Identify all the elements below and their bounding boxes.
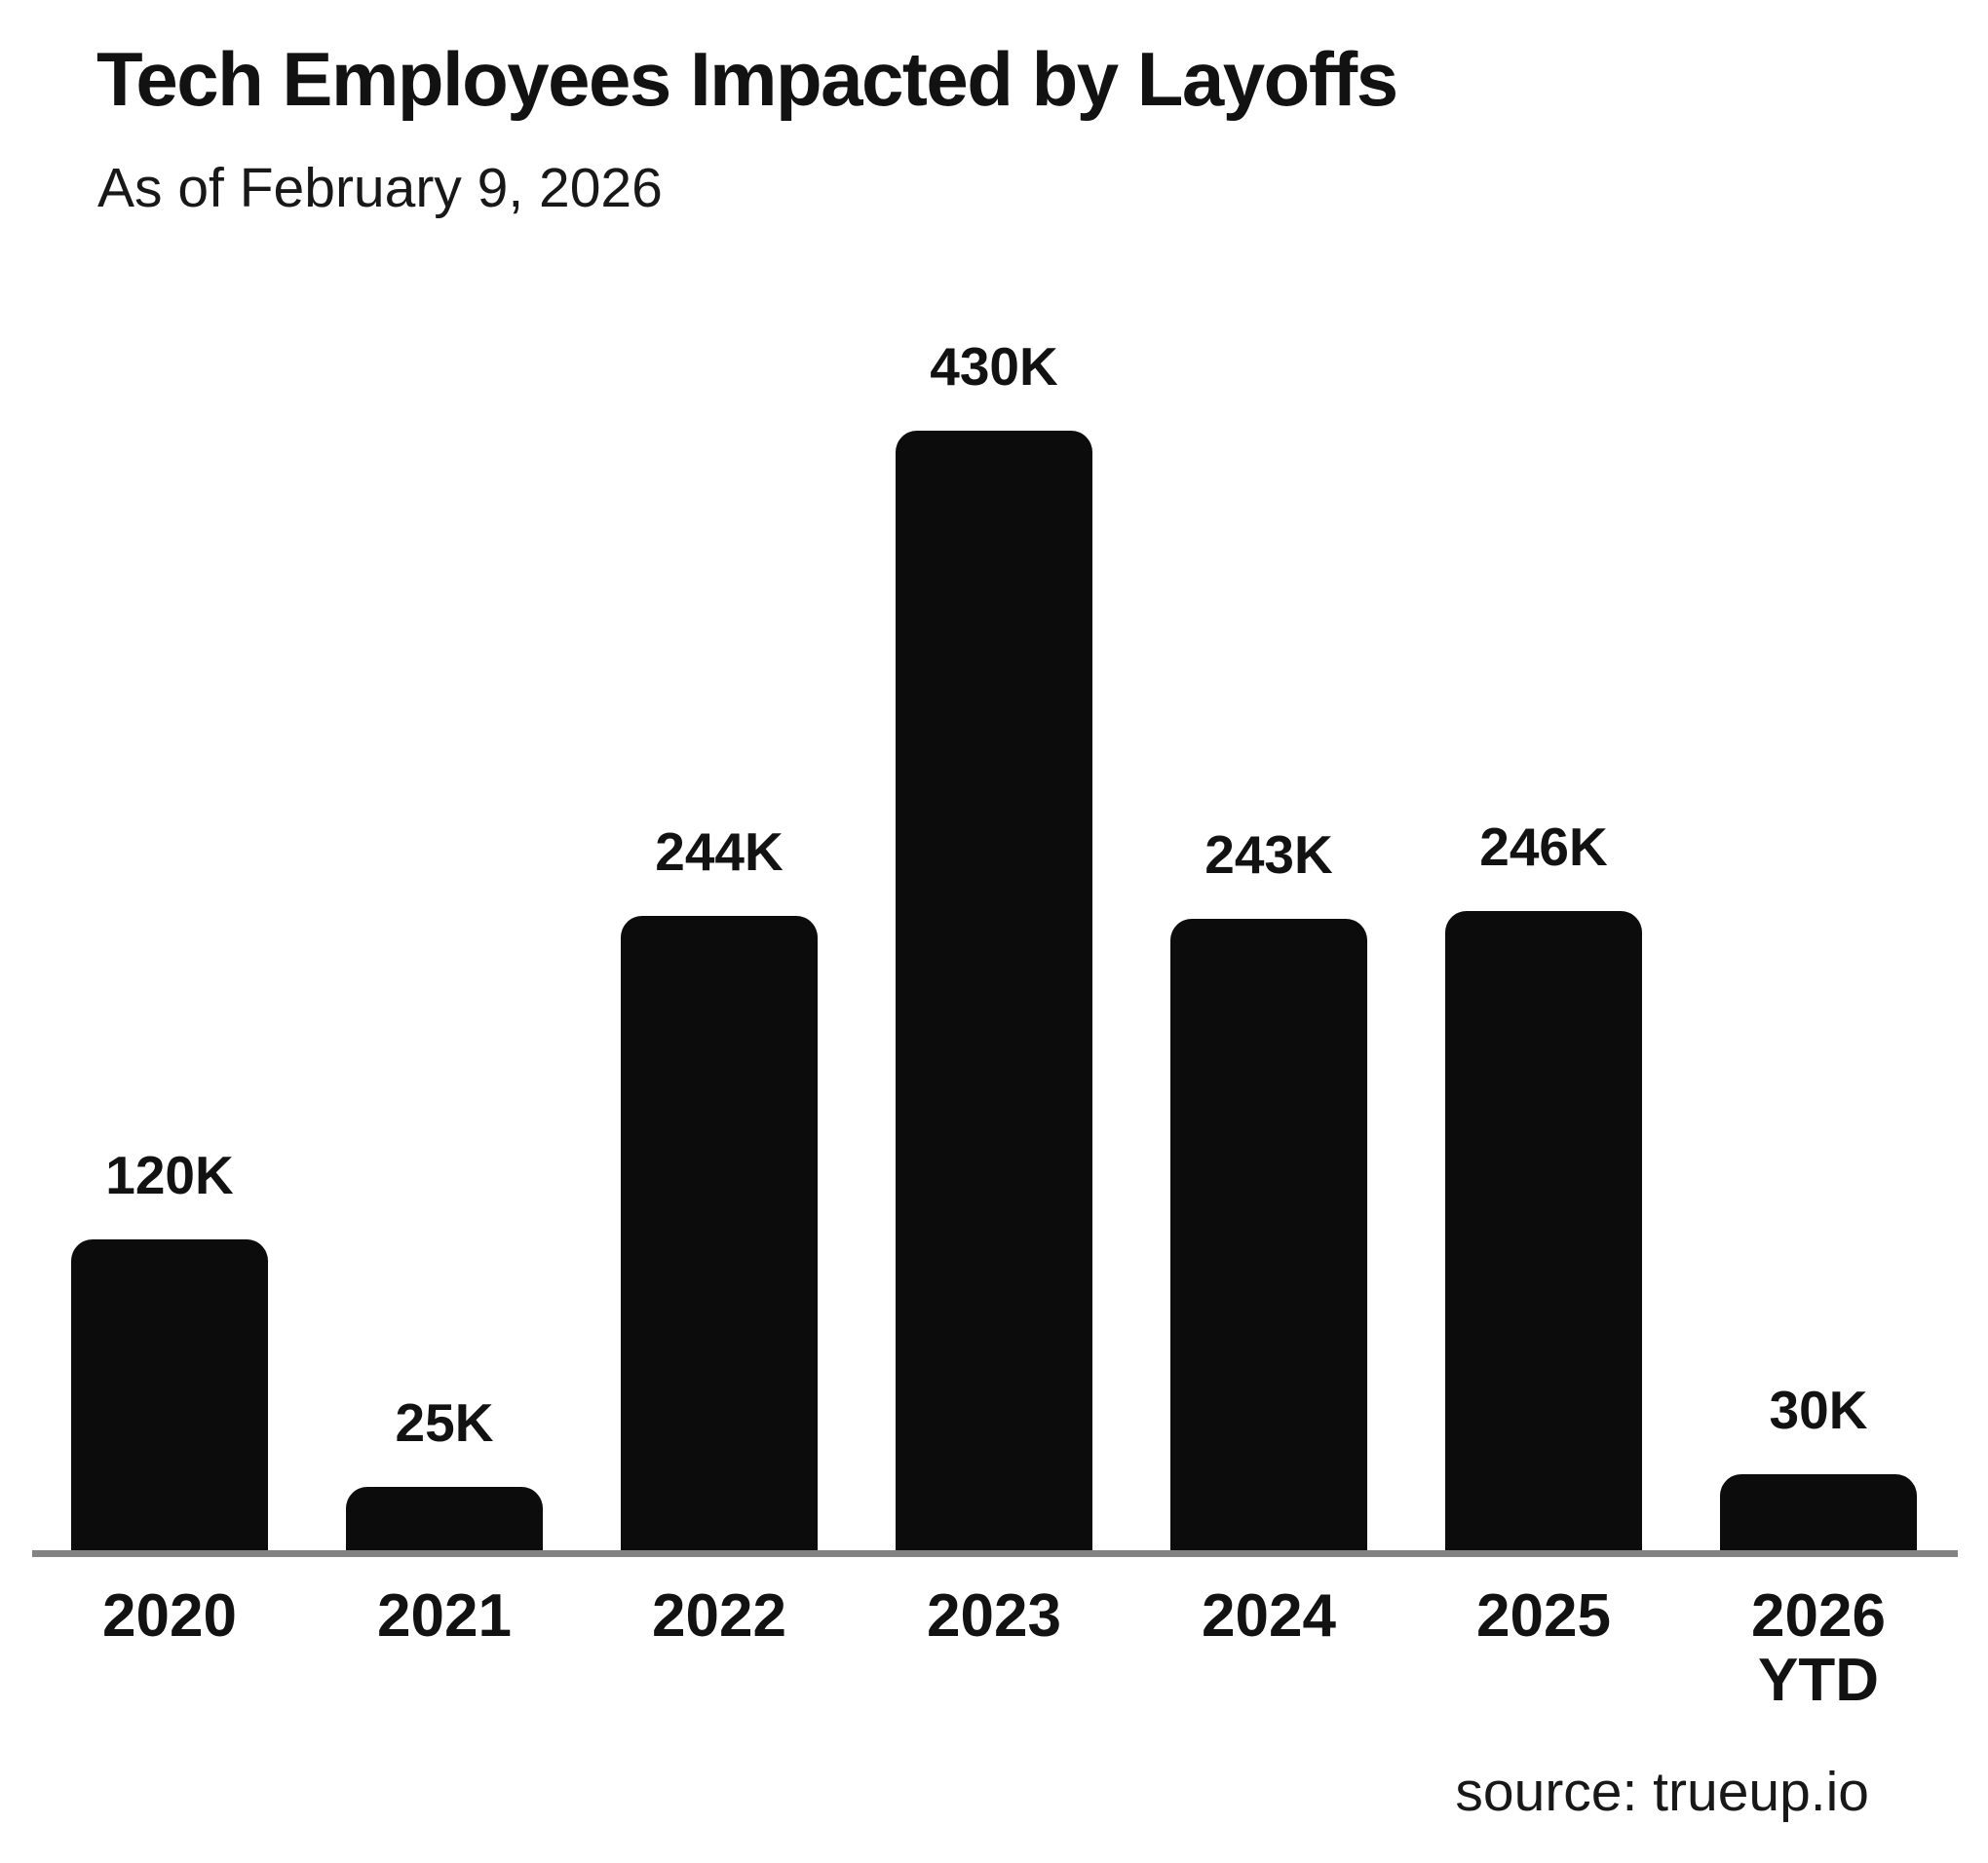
bar-value-label: 120K: [105, 1145, 234, 1205]
x-tick-label: 2023: [927, 1582, 1061, 1650]
chart-title: Tech Employees Impacted by Layoffs: [96, 36, 1398, 122]
x-tick-label: 2021: [377, 1582, 512, 1650]
bar-2021: [346, 1487, 543, 1552]
bar-column-2021: 25K: [307, 0, 582, 1552]
bar-column-2025: 246K: [1406, 0, 1681, 1552]
x-tick-label: 2022: [652, 1582, 786, 1650]
bar-plot-area: 120K 25K 244K 430K 243K 246K 30K: [32, 0, 1956, 1552]
bar-value-label: 246K: [1479, 817, 1608, 877]
source-credit: source: trueup.io: [1455, 1761, 1869, 1823]
bar-value-label: 30K: [1769, 1380, 1868, 1440]
bar-column-2024: 243K: [1131, 0, 1406, 1552]
bar-value-label: 243K: [1204, 824, 1333, 885]
bar-column-2023: 430K: [857, 0, 1131, 1552]
x-tick-label: 2026 YTD: [1751, 1582, 1886, 1715]
bar-column-2022: 244K: [582, 0, 857, 1552]
bar-column-2020: 120K: [32, 0, 307, 1552]
bar-2020: [71, 1239, 268, 1552]
bar-column-2026-ytd: 30K: [1681, 0, 1956, 1552]
bar-value-label: 430K: [930, 336, 1058, 397]
x-tick-label: 2020: [102, 1582, 237, 1650]
bar-value-label: 25K: [395, 1392, 494, 1453]
bar-2022: [621, 916, 818, 1552]
x-tick-label: 2025: [1476, 1582, 1611, 1650]
x-tick-label: 2024: [1202, 1582, 1336, 1650]
bar-2025: [1445, 911, 1642, 1552]
bar-value-label: 244K: [655, 821, 784, 882]
x-axis-tick-labels: 2020 2021 2022 2023 2024 2025 2026 YTD: [32, 1582, 1956, 1715]
bar-2024: [1170, 919, 1367, 1552]
chart-subtitle: As of February 9, 2026: [97, 157, 663, 219]
bar-2023: [896, 431, 1092, 1552]
bar-2026-ytd: [1720, 1474, 1917, 1552]
x-axis-line: [32, 1550, 1958, 1557]
